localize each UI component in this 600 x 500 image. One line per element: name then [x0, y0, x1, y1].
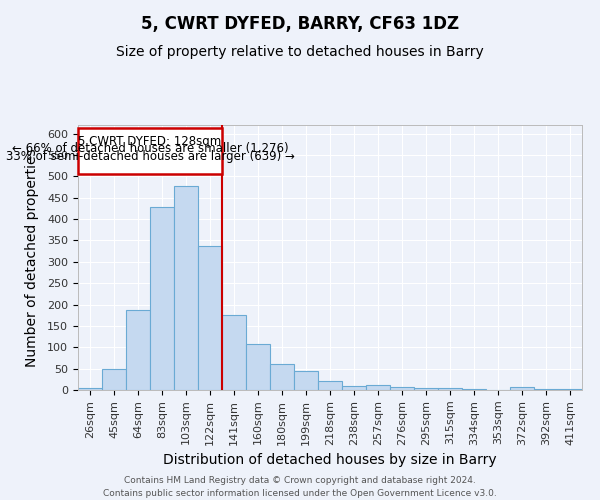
- Bar: [78, 388, 102, 390]
- Bar: [318, 380, 342, 390]
- Bar: [390, 388, 414, 390]
- Text: 5, CWRT DYFED, BARRY, CF63 1DZ: 5, CWRT DYFED, BARRY, CF63 1DZ: [141, 15, 459, 33]
- Bar: [270, 364, 294, 390]
- Bar: [246, 344, 270, 390]
- Bar: [342, 386, 366, 390]
- Bar: [534, 389, 558, 390]
- Bar: [198, 246, 222, 390]
- Bar: [510, 388, 534, 390]
- Y-axis label: Number of detached properties: Number of detached properties: [25, 148, 39, 367]
- Bar: [150, 207, 174, 390]
- Bar: [366, 385, 390, 390]
- Bar: [126, 310, 150, 390]
- Text: Size of property relative to detached houses in Barry: Size of property relative to detached ho…: [116, 45, 484, 59]
- Bar: [558, 388, 582, 390]
- Bar: [102, 368, 126, 390]
- Bar: [174, 186, 198, 390]
- FancyBboxPatch shape: [78, 128, 222, 174]
- Text: Contains HM Land Registry data © Crown copyright and database right 2024.
Contai: Contains HM Land Registry data © Crown c…: [103, 476, 497, 498]
- Text: 33% of semi-detached houses are larger (639) →: 33% of semi-detached houses are larger (…: [5, 150, 295, 163]
- Bar: [462, 389, 486, 390]
- Text: 5 CWRT DYFED: 128sqm: 5 CWRT DYFED: 128sqm: [79, 135, 221, 148]
- Bar: [438, 388, 462, 390]
- Bar: [222, 315, 246, 390]
- Bar: [414, 388, 438, 390]
- Bar: [294, 371, 318, 390]
- X-axis label: Distribution of detached houses by size in Barry: Distribution of detached houses by size …: [163, 453, 497, 467]
- Text: ← 66% of detached houses are smaller (1,276): ← 66% of detached houses are smaller (1,…: [11, 142, 289, 155]
